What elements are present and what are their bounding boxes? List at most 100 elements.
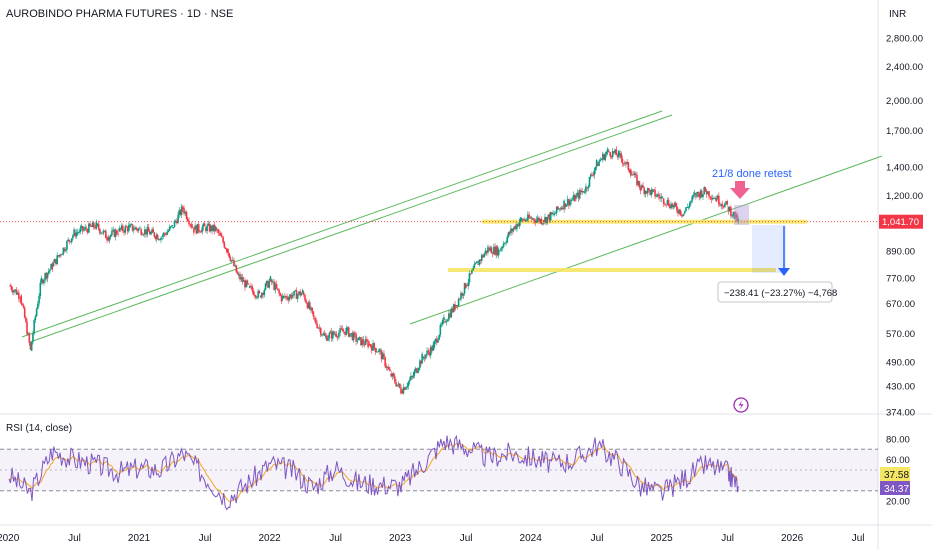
candle-body <box>281 295 284 299</box>
candle-body <box>592 175 594 177</box>
candle-body <box>659 196 661 199</box>
candle-body <box>85 229 88 231</box>
candle-body <box>73 229 75 236</box>
candle-body <box>572 195 575 200</box>
candle-body <box>304 295 306 301</box>
candle-body <box>230 260 233 262</box>
candle-body <box>391 373 394 377</box>
candle-body <box>41 280 44 284</box>
candle-body <box>531 218 534 220</box>
candle-body <box>317 327 320 329</box>
candle-body <box>575 195 577 199</box>
rsi-pane[interactable]: RSI (14, close) 80.00 60.00 20.00 37.58 34… <box>0 423 910 511</box>
candle-body <box>469 273 472 275</box>
candle-body <box>499 250 501 252</box>
candle-body <box>67 239 69 242</box>
time-axis[interactable]: 2020 Jul 2021 Jul 2022 Jul 2023 Jul 2024 Jul 2025 J… <box>0 533 865 544</box>
candle-body <box>322 333 325 335</box>
candle-body <box>309 302 311 310</box>
candle-body <box>252 290 255 295</box>
candle-body <box>34 316 37 321</box>
candle-body <box>679 209 682 215</box>
candle-body <box>520 218 523 221</box>
support-zone-upper[interactable] <box>482 219 807 224</box>
candle-body <box>466 285 468 287</box>
channel-line[interactable] <box>29 114 673 343</box>
candle-body <box>174 220 177 222</box>
candle-body <box>166 231 168 235</box>
candle-body <box>109 235 112 238</box>
candle-body <box>46 272 49 279</box>
measure-arrow-head <box>778 268 790 276</box>
candle-body <box>484 250 487 254</box>
candle-body <box>78 232 80 233</box>
candle-body <box>154 236 157 239</box>
candle-body <box>37 303 39 309</box>
candle-body <box>560 207 563 210</box>
candle-body <box>361 339 363 346</box>
candle-body <box>736 213 738 222</box>
candle-body <box>720 204 723 206</box>
channel-line[interactable] <box>409 155 883 325</box>
candle-body <box>477 263 479 265</box>
candle-body <box>173 220 176 228</box>
candle-body <box>724 203 726 208</box>
candle-body <box>535 219 538 223</box>
candle-body <box>350 332 353 334</box>
candle-body <box>488 248 490 251</box>
candle-body <box>397 383 400 385</box>
candle-body <box>180 206 183 215</box>
candle-body <box>324 335 327 338</box>
candle-body <box>279 293 282 296</box>
candle-body <box>691 196 693 201</box>
candle-body <box>505 242 507 244</box>
candle-body <box>53 259 56 263</box>
candle-body <box>405 387 407 390</box>
flash-icon[interactable] <box>733 397 749 413</box>
annotations[interactable]: 21/8 done retest −238.41 (−23.27%) −4,76… <box>712 168 837 413</box>
measure-label-box <box>717 281 833 303</box>
price-axis[interactable]: 2,800.00 2,400.00 2,000.00 1,700.00 1,400.00… <box>886 34 923 419</box>
measure-range-box <box>752 225 786 273</box>
retest-annotation[interactable]: 21/8 done retest <box>712 168 792 180</box>
candle-body <box>564 203 567 207</box>
candle-body <box>411 375 413 377</box>
candle-body <box>369 344 372 347</box>
time-tick-label: 2025 <box>650 533 673 544</box>
time-tick-label: 2020 <box>0 533 20 544</box>
candle-body <box>568 199 570 206</box>
candle-body <box>379 350 382 352</box>
channel-line[interactable] <box>21 110 663 338</box>
candle-body <box>381 353 384 360</box>
candle-body <box>178 210 181 215</box>
trend-channels[interactable] <box>21 110 883 343</box>
rsi-axis[interactable]: 80.00 60.00 20.00 <box>886 434 910 507</box>
candle-body <box>140 229 142 235</box>
down-arrow-marker[interactable] <box>730 181 750 199</box>
candle-body <box>375 351 378 353</box>
candle-body <box>454 304 456 310</box>
time-tick-label: Jul <box>199 533 212 544</box>
candle-body <box>696 191 698 197</box>
candle-body <box>258 290 261 294</box>
candle-body <box>162 233 165 237</box>
candle-body <box>122 225 124 232</box>
candle-body <box>356 341 359 342</box>
candle-body <box>357 337 360 341</box>
candle-body <box>438 334 440 340</box>
candle-body <box>213 224 216 231</box>
candle-body <box>182 206 184 210</box>
candle-body <box>129 224 131 228</box>
measure-tool[interactable]: −238.41 (−23.27%) −4,768 <box>717 225 837 303</box>
candle-body <box>716 195 719 199</box>
time-tick-label: Jul <box>329 533 342 544</box>
support-zone-lower[interactable] <box>448 267 776 272</box>
candle-body <box>147 227 150 232</box>
support-zones[interactable] <box>448 219 807 272</box>
candle-body <box>646 188 649 194</box>
candle-body <box>194 225 196 230</box>
candle-body <box>497 249 500 256</box>
candle-body <box>318 327 321 329</box>
candle-body <box>367 341 369 348</box>
